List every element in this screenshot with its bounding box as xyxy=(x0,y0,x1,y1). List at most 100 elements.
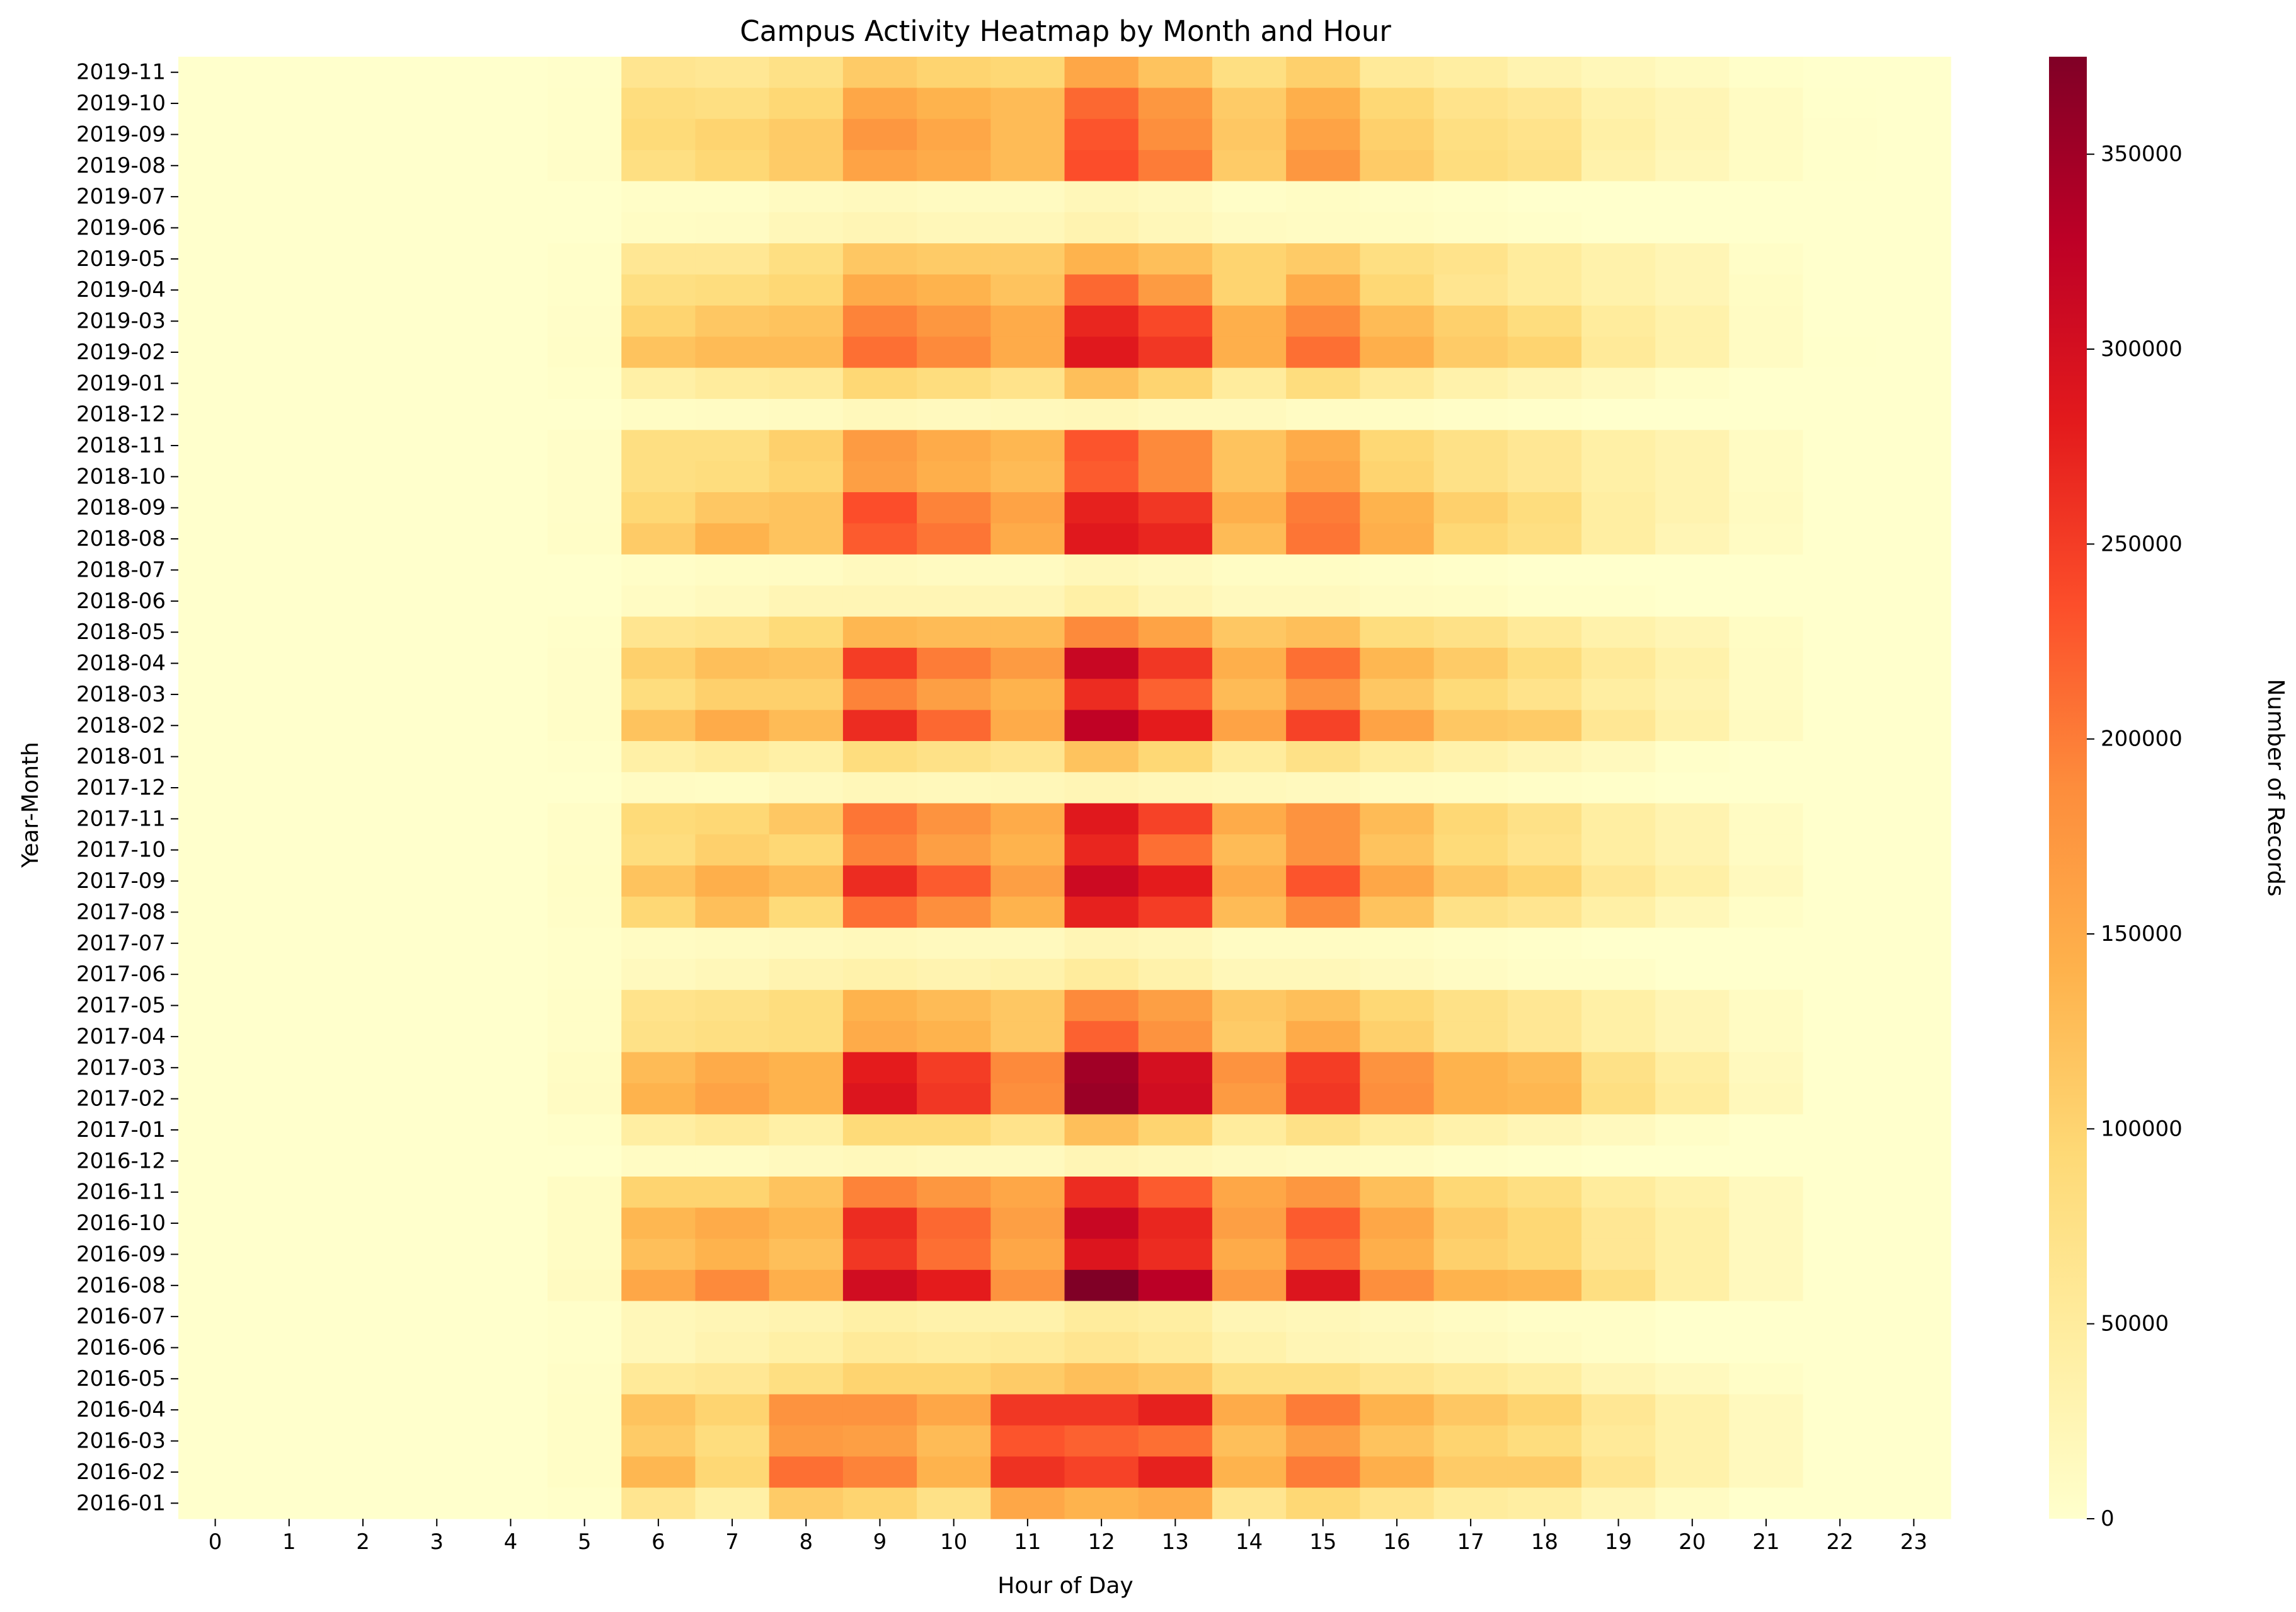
heatmap-cell xyxy=(548,928,622,960)
heatmap-cell xyxy=(695,1332,770,1364)
heatmap-cell xyxy=(548,430,622,462)
heatmap-cell xyxy=(842,1207,917,1240)
heatmap-cell xyxy=(252,1177,327,1208)
heatmap-cell xyxy=(399,740,474,773)
heatmap-cell xyxy=(1729,1332,1804,1364)
heatmap-cell xyxy=(473,585,548,618)
heatmap-cell xyxy=(548,492,622,524)
heatmap-cell xyxy=(1212,57,1287,88)
heatmap-cell xyxy=(399,834,474,866)
heatmap-cell xyxy=(917,1083,991,1115)
heatmap-cell xyxy=(1655,274,1730,306)
heatmap-cell xyxy=(399,1052,474,1084)
heatmap-cell xyxy=(252,679,327,711)
heatmap-cell xyxy=(326,710,401,742)
heatmap-cell xyxy=(326,461,401,493)
heatmap-cell xyxy=(1729,1301,1804,1333)
heatmap-cell xyxy=(621,740,696,773)
heatmap-cell xyxy=(695,367,770,400)
heatmap-cell xyxy=(473,430,548,462)
heatmap-cell xyxy=(1360,989,1435,1022)
heatmap-cell xyxy=(695,554,770,586)
heatmap-cell xyxy=(1433,274,1508,306)
heatmap-cell xyxy=(1360,1270,1435,1302)
heatmap-cell xyxy=(473,461,548,493)
heatmap-cell xyxy=(695,1021,770,1053)
heatmap-cell xyxy=(917,896,991,928)
heatmap-cell xyxy=(326,1363,401,1395)
heatmap-cell xyxy=(1064,57,1139,88)
heatmap-cell xyxy=(178,88,253,120)
heatmap-cell xyxy=(1655,554,1730,586)
heatmap-cell xyxy=(1507,305,1582,337)
heatmap-cell xyxy=(1876,1238,1951,1270)
heatmap-cell xyxy=(917,274,991,306)
heatmap-cell xyxy=(1655,959,1730,991)
heatmap-cell xyxy=(1138,1425,1213,1457)
heatmap-cell xyxy=(1138,1238,1213,1270)
heatmap-cell xyxy=(548,616,622,648)
colorbar-tick-label: 350000 xyxy=(2101,142,2183,167)
heatmap-cell xyxy=(178,57,253,88)
heatmap-cell xyxy=(1729,523,1804,555)
heatmap-cell xyxy=(1803,274,1878,306)
heatmap-cell xyxy=(178,679,253,711)
heatmap-cell xyxy=(1581,523,1656,555)
heatmap-cell xyxy=(842,710,917,742)
heatmap-cell xyxy=(769,1332,844,1364)
heatmap-cell xyxy=(1064,243,1139,275)
heatmap-cell xyxy=(1729,1456,1804,1488)
heatmap-cell xyxy=(548,1394,622,1426)
heatmap-cell xyxy=(1212,1394,1287,1426)
y-tick-label: 2016-03 xyxy=(76,1429,166,1454)
heatmap-cell xyxy=(1360,1145,1435,1177)
heatmap-cell xyxy=(1286,1332,1360,1364)
y-tick-label: 2019-10 xyxy=(76,91,166,116)
heatmap-cell xyxy=(917,1238,991,1270)
heatmap-cell xyxy=(1876,243,1951,275)
heatmap-cell xyxy=(842,57,917,88)
heatmap-cell xyxy=(621,337,696,369)
heatmap-cell xyxy=(1655,181,1730,213)
heatmap-cell xyxy=(1581,181,1656,213)
heatmap-cell xyxy=(990,1332,1065,1364)
heatmap-cell xyxy=(1729,989,1804,1022)
heatmap-cell xyxy=(399,616,474,648)
heatmap-cell xyxy=(1507,803,1582,835)
heatmap-cell xyxy=(399,1487,474,1519)
heatmap-cell xyxy=(1064,1177,1139,1208)
heatmap-cell xyxy=(1655,118,1730,151)
heatmap-cell xyxy=(1212,896,1287,928)
heatmap-cell xyxy=(842,118,917,151)
heatmap-cell xyxy=(1286,679,1360,711)
heatmap-cell xyxy=(621,1021,696,1053)
heatmap-cell xyxy=(990,1238,1065,1270)
heatmap-cell xyxy=(1803,461,1878,493)
heatmap-cell xyxy=(695,616,770,648)
heatmap-cell xyxy=(917,710,991,742)
heatmap-cell xyxy=(1286,305,1360,337)
heatmap-cell xyxy=(621,554,696,586)
heatmap-cell xyxy=(1138,1145,1213,1177)
heatmap-cell xyxy=(695,1207,770,1240)
heatmap-cell xyxy=(917,1363,991,1395)
heatmap-cell xyxy=(473,398,548,430)
heatmap-cell xyxy=(1286,1270,1360,1302)
heatmap-cell xyxy=(1360,150,1435,182)
heatmap-cell xyxy=(1064,1270,1139,1302)
heatmap-cell xyxy=(621,1052,696,1084)
heatmap-cell xyxy=(473,740,548,773)
heatmap-cell xyxy=(548,57,622,88)
heatmap-cell xyxy=(842,1145,917,1177)
heatmap-cell xyxy=(326,679,401,711)
heatmap-cell xyxy=(917,803,991,835)
y-tick-label: 2018-10 xyxy=(76,464,166,489)
heatmap-cell xyxy=(695,1052,770,1084)
heatmap-cell xyxy=(1581,1052,1656,1084)
x-tick-label: 13 xyxy=(1162,1529,1189,1555)
x-tick-label: 4 xyxy=(504,1529,518,1555)
y-tick-label: 2016-04 xyxy=(76,1397,166,1422)
heatmap-cell xyxy=(178,1021,253,1053)
heatmap-cell xyxy=(326,274,401,306)
heatmap-cell xyxy=(1286,461,1360,493)
